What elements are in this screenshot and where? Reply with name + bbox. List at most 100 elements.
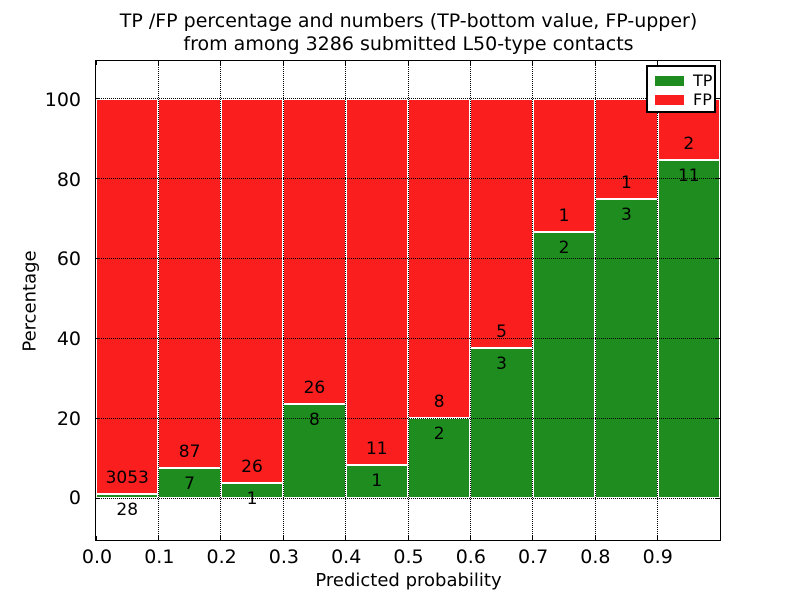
legend-item: FP xyxy=(648,90,714,109)
fp-count-label: 11 xyxy=(365,438,388,459)
fp-legend-swatch xyxy=(655,94,684,105)
chart-title: TP /FP percentage and numbers (TP-bottom… xyxy=(97,10,720,56)
y-axis-tick-labels: 0 20 40 60 80 100 xyxy=(0,62,88,540)
tp-count-label: 3 xyxy=(620,204,632,225)
bar-segment-fp xyxy=(595,98,658,199)
x-tick-mark xyxy=(345,536,347,540)
bar-segment-tp xyxy=(595,198,658,499)
y-tick-label: 20 xyxy=(56,407,81,430)
tp-count-label: 3 xyxy=(496,354,507,375)
bar-segment-fp xyxy=(532,98,596,232)
bar-segment-fp xyxy=(283,98,346,405)
y-tick-label: 60 xyxy=(56,248,81,271)
plot-area: 3053 28 87 7 26 1 26 8 11 1 8 2 5 3 1 2 1 3 2 11 xyxy=(95,60,721,541)
bar-segment-fp xyxy=(345,98,408,465)
tp-count-label: 8 xyxy=(308,410,320,431)
x-tick-mark xyxy=(220,61,222,65)
x-tick-label: 0.3 xyxy=(268,546,299,568)
x-tick-label: 0.4 xyxy=(331,546,362,568)
y-tick-mark xyxy=(716,337,720,339)
fp-count-label: 26 xyxy=(241,457,263,478)
gridline-vertical xyxy=(407,61,409,540)
x-axis-tick-labels: 0.0 0.1 0.2 0.3 0.4 0.5 0.6 0.7 0.8 0.9 xyxy=(82,546,720,570)
bar-segment-tp xyxy=(470,348,533,499)
x-tick-mark xyxy=(532,61,534,65)
y-tick-mark xyxy=(716,178,720,180)
x-tick-label: 0.0 xyxy=(81,546,113,568)
x-tick-mark xyxy=(657,61,659,65)
y-tick-mark xyxy=(96,178,100,180)
legend-item-label: FP xyxy=(693,90,712,109)
legend-item: TP xyxy=(648,71,714,90)
fp-count-label: 1 xyxy=(620,172,632,193)
gridline-horizontal xyxy=(96,258,720,260)
x-tick-label: 0.9 xyxy=(642,546,673,568)
gridline-horizontal xyxy=(96,98,720,100)
x-tick-label: 0.5 xyxy=(393,546,424,568)
x-tick-mark xyxy=(594,61,596,65)
y-tick-mark xyxy=(716,258,720,260)
y-tick-mark xyxy=(96,337,100,339)
x-tick-mark xyxy=(282,536,284,540)
x-tick-mark xyxy=(407,536,409,540)
fp-count-label: 3053 xyxy=(105,468,149,489)
x-tick-label: 0.7 xyxy=(517,546,549,568)
bar-segment-tp xyxy=(532,231,596,499)
gridline-vertical xyxy=(532,61,534,540)
x-tick-mark xyxy=(594,536,596,540)
x-tick-mark xyxy=(407,61,409,65)
x-tick-mark xyxy=(157,536,159,540)
x-axis-label: Predicted probability xyxy=(315,570,502,591)
y-tick-mark xyxy=(96,258,100,260)
tp-count-label: 28 xyxy=(116,500,139,521)
fp-count-label: 2 xyxy=(683,134,695,155)
x-tick-mark xyxy=(469,536,471,540)
y-tick-label: 40 xyxy=(56,327,81,350)
bar-segment-tp xyxy=(283,404,346,499)
x-tick-mark xyxy=(469,61,471,65)
tp-count-label: 2 xyxy=(558,237,570,258)
legend: TP FP xyxy=(646,65,716,113)
y-tick-mark xyxy=(716,497,720,499)
y-tick-label: 100 xyxy=(44,88,81,111)
x-tick-label: 0.6 xyxy=(455,546,486,568)
gridline-vertical xyxy=(220,61,222,540)
x-tick-mark xyxy=(657,536,659,540)
fp-count-label: 1 xyxy=(558,205,570,226)
bar-segment-fp xyxy=(158,98,221,469)
chart-title-line1: TP /FP percentage and numbers (TP-bottom… xyxy=(119,10,698,32)
x-tick-label: 0.1 xyxy=(144,546,175,568)
gridline-vertical xyxy=(594,61,596,540)
tp-count-label: 11 xyxy=(677,166,700,187)
x-tick-mark xyxy=(157,61,159,65)
x-tick-label: 0.2 xyxy=(206,546,237,568)
x-tick-mark xyxy=(95,61,97,65)
tp-count-label: 1 xyxy=(246,489,258,510)
y-tick-mark xyxy=(716,417,720,419)
tp-count-label: 7 xyxy=(184,474,195,495)
fp-count-label: 8 xyxy=(433,392,445,413)
tp-count-label: 2 xyxy=(433,424,445,445)
bar-segment-tp xyxy=(345,464,408,499)
tp-count-label: 1 xyxy=(371,470,383,491)
chart-title-line2: from among 3286 submitted L50-type conta… xyxy=(183,33,634,55)
fp-count-label: 87 xyxy=(178,442,201,463)
tp-legend-swatch xyxy=(655,75,684,86)
gridline-vertical xyxy=(469,61,471,540)
y-tick-mark xyxy=(96,417,100,419)
gridline-vertical xyxy=(657,61,659,540)
gridline-horizontal xyxy=(96,337,720,339)
fp-count-label: 26 xyxy=(303,378,326,399)
x-tick-mark xyxy=(532,536,534,540)
bar-segment-fp xyxy=(470,98,533,349)
x-tick-label: 0.8 xyxy=(580,546,611,568)
bar-segment-fp xyxy=(220,98,284,484)
bar-segment-fp xyxy=(96,98,159,495)
gridline-vertical xyxy=(157,61,159,540)
y-tick-mark xyxy=(716,98,720,100)
gridline-vertical xyxy=(345,61,347,540)
y-axis-label: Percentage xyxy=(19,250,41,352)
x-tick-mark xyxy=(345,61,347,65)
y-tick-mark xyxy=(96,98,100,100)
